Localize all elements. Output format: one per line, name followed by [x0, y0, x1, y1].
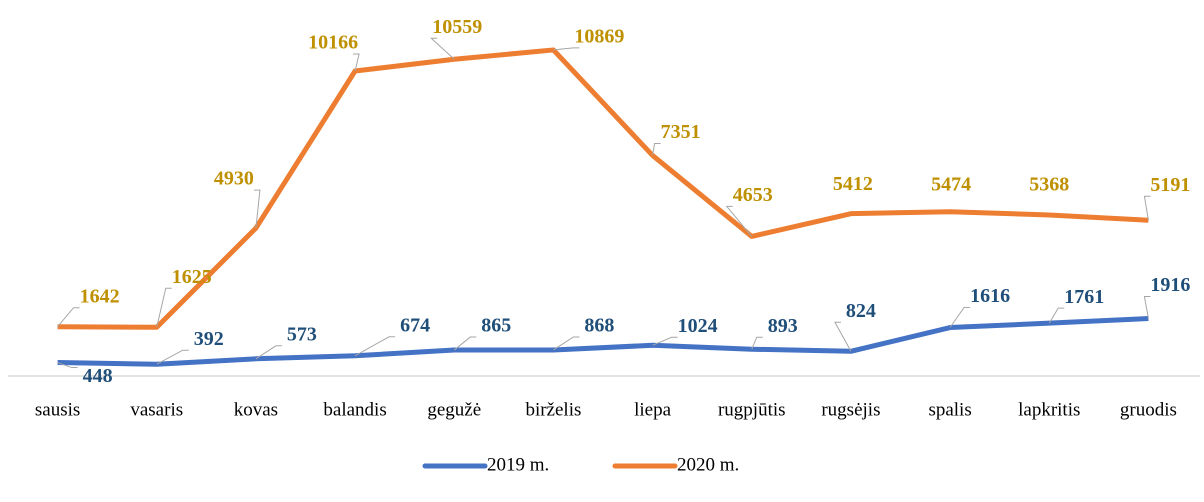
- data-label: 868: [584, 315, 614, 337]
- data-label: 1625: [172, 266, 212, 288]
- leader-line: [725, 205, 753, 237]
- leader-line: [354, 336, 396, 357]
- x-tick-label: sausis: [35, 399, 80, 420]
- series-line: [57, 316, 1149, 367]
- x-tick-label: balandis: [323, 399, 386, 420]
- x-tick-label: spalis: [928, 399, 971, 420]
- leader-line: [156, 287, 172, 328]
- x-tick-label: rugsėjis: [821, 399, 880, 420]
- leader-line: [553, 47, 580, 51]
- data-label: 1916: [1150, 274, 1190, 296]
- data-label: 893: [768, 315, 798, 337]
- legend-label: 2020 m.: [677, 454, 739, 475]
- leader-line: [253, 189, 261, 229]
- data-label: 573: [287, 323, 317, 345]
- x-tick-label: gruodis: [1120, 399, 1177, 420]
- leader-line: [429, 37, 455, 60]
- leader-line: [1048, 307, 1065, 324]
- data-label: 392: [194, 328, 224, 350]
- data-label: 5368: [1029, 174, 1069, 196]
- data-label: 4653: [733, 184, 773, 206]
- leader-line: [652, 142, 661, 156]
- data-label: 10559: [432, 16, 482, 38]
- data-label: 5412: [833, 173, 873, 195]
- x-tick-label: lapkritis: [1018, 399, 1080, 420]
- leader-line: [1143, 195, 1151, 221]
- leader-line: [57, 307, 80, 328]
- legend-label: 2019 m.: [487, 454, 549, 475]
- leader-line: [1143, 296, 1151, 319]
- data-label: 1642: [80, 285, 120, 307]
- data-label: 10869: [574, 26, 624, 48]
- leader-line: [353, 53, 360, 72]
- leader-line: [652, 336, 678, 346]
- data-label: 1024: [678, 315, 718, 337]
- leader-line: [156, 349, 189, 365]
- data-label: 865: [481, 315, 511, 337]
- x-tick-label: vasaris: [130, 399, 183, 420]
- data-label: 5191: [1150, 174, 1190, 196]
- x-tick-label: kovas: [234, 399, 278, 420]
- data-label: 4930: [214, 168, 254, 190]
- x-tick-label: liepa: [634, 399, 671, 420]
- leader-line: [751, 336, 763, 350]
- leader-line: [834, 321, 852, 352]
- data-label: 1616: [970, 285, 1010, 307]
- data-label: 674: [400, 314, 430, 336]
- data-label: 1761: [1064, 286, 1104, 308]
- data-label: 448: [83, 365, 113, 387]
- data-label: 10166: [308, 32, 358, 54]
- data-label: 5474: [931, 173, 971, 195]
- series-line: [57, 47, 1149, 330]
- leader-line: [57, 362, 78, 369]
- x-tick-label: birželis: [525, 399, 581, 420]
- x-tick-label: rugpjūtis: [718, 399, 786, 420]
- leader-line: [553, 336, 580, 351]
- leader-line: [453, 336, 477, 351]
- data-label: 7351: [661, 121, 701, 143]
- leader-line: [255, 345, 282, 360]
- data-label: 824: [846, 300, 876, 322]
- leader-line: [949, 307, 971, 328]
- x-tick-label: gegužė: [427, 399, 481, 420]
